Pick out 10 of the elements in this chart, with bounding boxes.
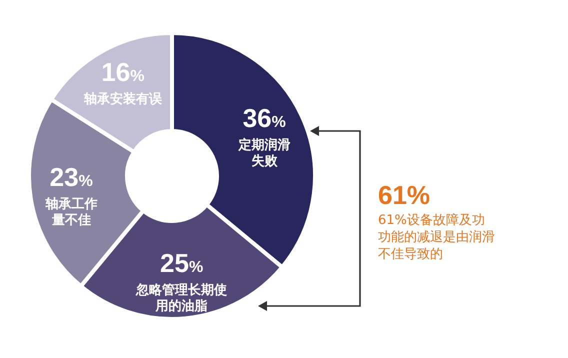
slice-label: 定期润滑失败 <box>237 138 292 170</box>
data-label: 23% <box>48 162 94 194</box>
text: 61% <box>378 180 430 211</box>
slice-label: 忽略管理长期使用的油脂 <box>134 282 228 315</box>
data-label: 16% <box>100 56 146 89</box>
data-label: 36% <box>242 102 287 135</box>
data-label: 25% <box>159 248 204 280</box>
text: 61%设备故障及功功能的减退是由润滑不佳导致的 <box>378 212 496 263</box>
slice-label: 轴承安装有误 <box>82 92 163 108</box>
slice-label: 轴承工作量不佳 <box>44 196 98 229</box>
